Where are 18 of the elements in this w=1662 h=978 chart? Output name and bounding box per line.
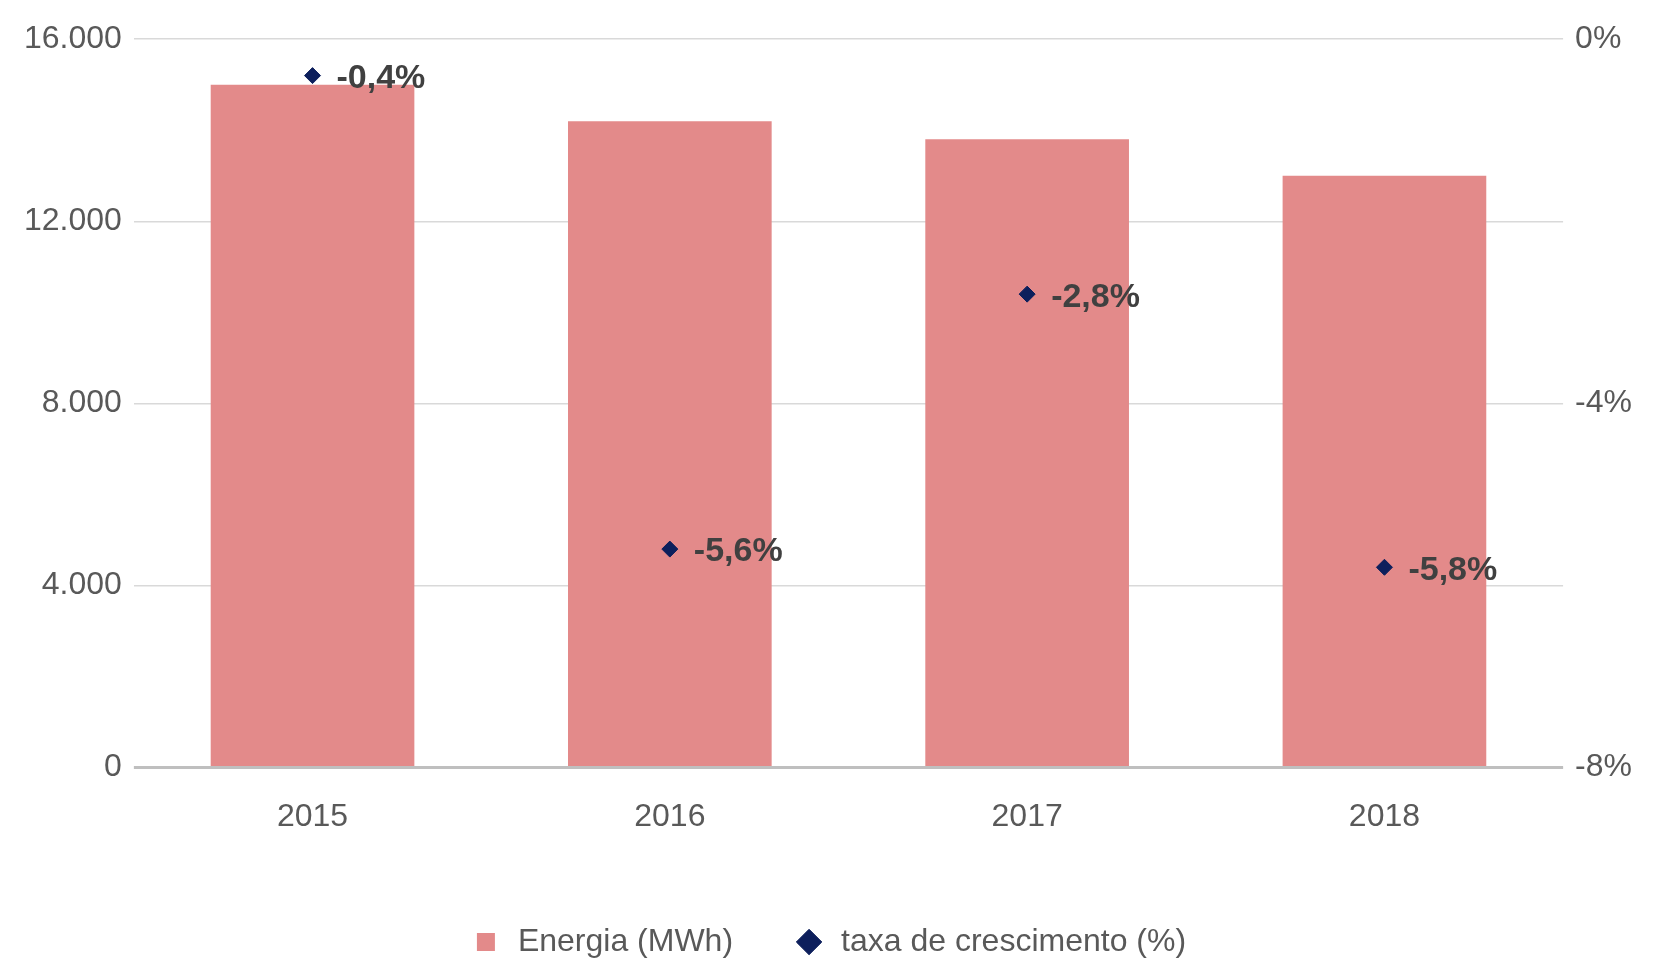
y2-tick-label: -4%	[1575, 383, 1632, 420]
x-tick-label: 2016	[634, 796, 706, 833]
y-tick-label: 0	[104, 747, 122, 784]
y-tick-label: 16.000	[24, 19, 122, 56]
x-tick-label: 2017	[991, 796, 1063, 833]
point	[1375, 558, 1393, 576]
y2-tick-label: 0%	[1575, 19, 1622, 56]
y-tick-label: 8.000	[41, 383, 122, 420]
y-tick-label: 12.000	[24, 201, 122, 238]
x-tick-label: 2018	[1348, 796, 1421, 833]
x-tick-label: 2015	[276, 796, 349, 833]
legend-label: taxa de crescimento (%)	[841, 921, 1187, 958]
point	[1018, 285, 1036, 303]
legend-label: Energia (MWh)	[517, 921, 734, 958]
y-tick-label: 4.000	[41, 565, 122, 602]
point	[304, 67, 322, 85]
y2-tick-label: -8%	[1575, 747, 1632, 784]
point	[661, 540, 679, 558]
